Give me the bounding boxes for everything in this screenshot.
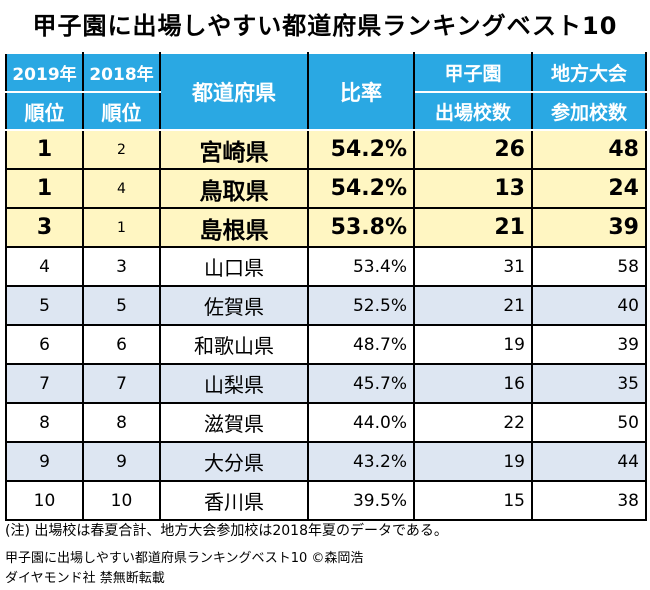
koshien-count: 16 [413,363,533,404]
rank-2018: 9 [82,441,161,482]
koshien-count: 31 [413,246,533,287]
prefecture: 滋賀県 [159,402,309,443]
credit-line: 甲子園に出場しやすい都道府県ランキングベスト10 ©森岡浩 [5,551,364,566]
credit-line: ダイヤモンド社 禁無断転載 [5,571,165,586]
rank-2018: 1 [82,207,161,248]
ratio: 53.8% [307,207,415,248]
koshien-count: 21 [413,207,533,248]
regional-count: 48 [531,129,647,170]
regional-count: 35 [531,363,647,404]
prefecture: 鳥取県 [159,168,309,209]
prefecture: 香川県 [159,480,309,521]
prefecture: 大分県 [159,441,309,482]
ratio: 54.2% [307,168,415,209]
rank-2018: 5 [82,285,161,326]
prefecture: 佐賀県 [159,285,309,326]
rank-2019: 1 [5,168,84,209]
table-row: 4 3 山口県 53.4% 31 58 [5,246,647,287]
table-row: 5 5 佐賀県 52.5% 21 40 [5,285,647,326]
ranking-table: 2019年 2018年 都道府県 比率 甲子園 地方大会 順位 順位 出場校数 … [5,52,647,521]
ratio: 45.7% [307,363,415,404]
page-title: 甲子園に出場しやすい都道府県ランキングベスト10 [32,12,618,40]
table-row: 10 10 香川県 39.5% 15 38 [5,480,647,521]
ratio: 54.2% [307,129,415,170]
rank-2019: 9 [5,441,84,482]
header-ratio: 比率 [307,52,415,131]
rank-2018: 2 [82,129,161,170]
header-koshien-1: 甲子園 [413,52,533,93]
table-row: 1 4 鳥取県 54.2% 13 24 [5,168,647,209]
header-2018-rank: 順位 [82,91,161,131]
table-row: 1 2 宮崎県 54.2% 26 48 [5,129,647,170]
regional-count: 40 [531,285,647,326]
header-row: 順位 順位 出場校数 参加校数 [5,91,647,131]
koshien-count: 22 [413,402,533,443]
rank-2018: 6 [82,324,161,365]
rank-2018: 3 [82,246,161,287]
rank-2018: 10 [82,480,161,521]
table-row: 9 9 大分県 43.2% 19 44 [5,441,647,482]
rank-2019: 5 [5,285,84,326]
header-regional-1: 地方大会 [531,52,647,93]
prefecture: 島根県 [159,207,309,248]
koshien-count: 26 [413,129,533,170]
rank-2019: 1 [5,129,84,170]
regional-count: 24 [531,168,647,209]
rank-2019: 3 [5,207,84,248]
prefecture: 宮崎県 [159,129,309,170]
ratio: 44.0% [307,402,415,443]
header-2019-rank: 順位 [5,91,84,131]
header-koshien-2: 出場校数 [413,91,533,131]
header-prefecture: 都道府県 [159,52,309,131]
rank-2019: 4 [5,246,84,287]
ratio: 48.7% [307,324,415,365]
regional-count: 39 [531,207,647,248]
prefecture: 和歌山県 [159,324,309,365]
koshien-count: 15 [413,480,533,521]
credit: 甲子園に出場しやすい都道府県ランキングベスト10 ©森岡浩 ダイヤモンド社 禁無… [5,549,363,589]
rank-2019: 6 [5,324,84,365]
regional-count: 58 [531,246,647,287]
ratio: 53.4% [307,246,415,287]
koshien-count: 19 [413,441,533,482]
table-row: 6 6 和歌山県 48.7% 19 39 [5,324,647,365]
rank-2019: 10 [5,480,84,521]
ratio: 39.5% [307,480,415,521]
rank-2018: 4 [82,168,161,209]
header-2019-year: 2019年 [5,52,84,93]
prefecture: 山口県 [159,246,309,287]
header-regional-2: 参加校数 [531,91,647,131]
rank-2018: 8 [82,402,161,443]
ratio: 43.2% [307,441,415,482]
footnote: (注) 出場校は春夏合計、地方大会参加校は2018年夏のデータである。 [5,523,448,539]
table-row: 7 7 山梨県 45.7% 16 35 [5,363,647,404]
ratio: 52.5% [307,285,415,326]
rank-2019: 7 [5,363,84,404]
regional-count: 38 [531,480,647,521]
prefecture: 山梨県 [159,363,309,404]
koshien-count: 19 [413,324,533,365]
regional-count: 44 [531,441,647,482]
header-row: 2019年 2018年 都道府県 比率 甲子園 地方大会 [5,52,647,131]
header-2018-year: 2018年 [82,52,161,93]
regional-count: 39 [531,324,647,365]
regional-count: 50 [531,402,647,443]
koshien-count: 13 [413,168,533,209]
koshien-count: 21 [413,285,533,326]
rank-2018: 7 [82,363,161,404]
table-row: 8 8 滋賀県 44.0% 22 50 [5,402,647,443]
table-row: 3 1 島根県 53.8% 21 39 [5,207,647,248]
rank-2019: 8 [5,402,84,443]
